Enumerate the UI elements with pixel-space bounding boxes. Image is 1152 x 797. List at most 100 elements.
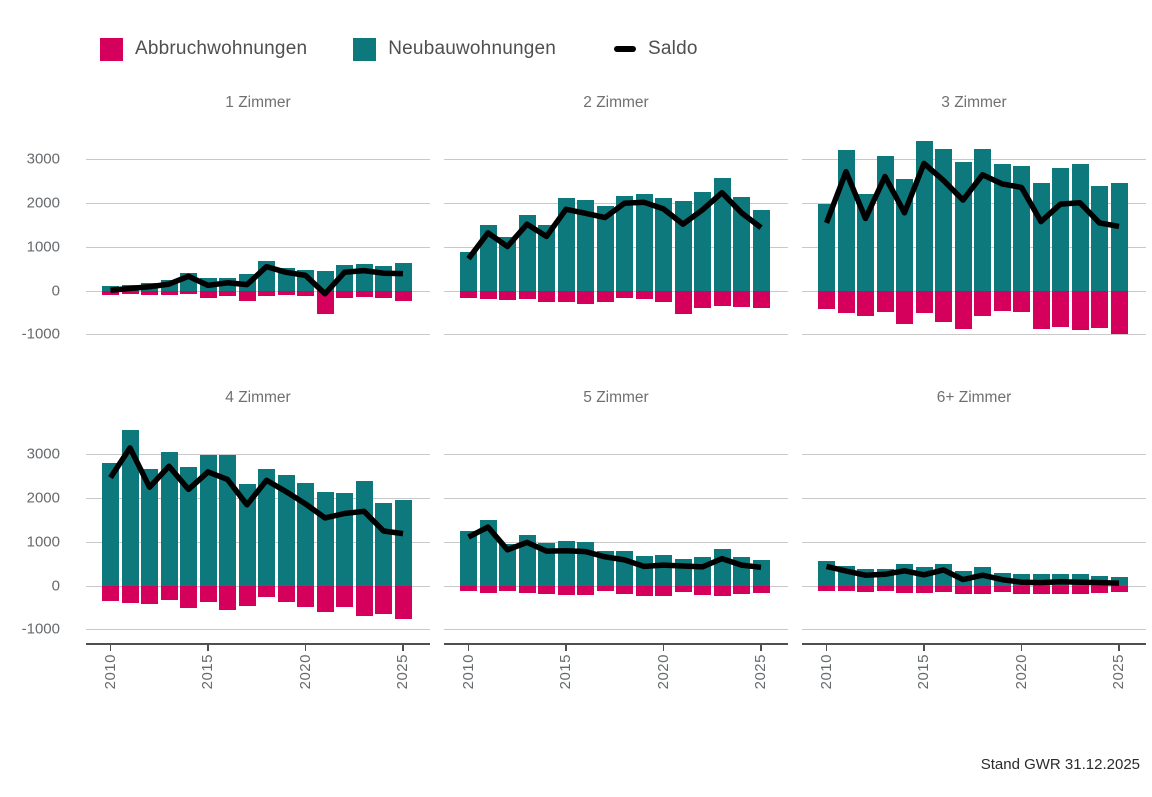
- abbruch-bar: [1032, 585, 1050, 594]
- abbruch-bar: [818, 585, 835, 591]
- abbruch-bar: [479, 585, 497, 593]
- abbruch-bar: [635, 290, 653, 299]
- neubau-bar: [121, 430, 139, 586]
- panel-title: 1 Zimmer: [225, 94, 291, 111]
- legend-label-neubauwohnungen: Neubauwohnungen: [388, 38, 557, 59]
- abbruch-bar: [238, 585, 256, 607]
- abbruch-color-swatch: [100, 37, 123, 61]
- x-axis-tickmark: [304, 644, 307, 651]
- abbruch-bar: [460, 585, 477, 592]
- chart-row-2: 3000 2000 1000 0 -1000 4 Zimmer 2010 2015 2020 20…: [0, 389, 1152, 698]
- abbruch-bar: [954, 585, 972, 595]
- abbruch-bar: [674, 290, 692, 314]
- abbruch-bar: [199, 290, 217, 298]
- abbruch-bar: [915, 585, 933, 594]
- x-axis-tickmark: [565, 644, 567, 651]
- abbruch-bar: [733, 290, 750, 307]
- neubau-bar: [355, 480, 373, 586]
- neubau-bar: [1091, 185, 1108, 291]
- y-axis-tick-label: 3000: [26, 445, 60, 463]
- plot-area: [802, 131, 1146, 341]
- abbruch-bar: [1071, 290, 1089, 330]
- neubau-bar: [199, 455, 217, 586]
- neubau-bar: [713, 177, 731, 291]
- abbruch-bar: [102, 290, 119, 295]
- data-status-note: Stand GWR 31.12.2025: [980, 756, 1140, 773]
- chart-legend: Abbruchwohnungen Neubauwohnungen Saldo: [100, 36, 1152, 62]
- neubau-bar: [857, 193, 874, 291]
- y-axis-tick-label: -1000: [21, 620, 60, 638]
- neubau-bar: [102, 462, 119, 586]
- abbruch-bar: [577, 585, 594, 595]
- neubau-bar: [180, 467, 197, 586]
- abbruch-bar: [837, 290, 855, 313]
- neubau-bar: [518, 535, 536, 586]
- neubau-bar: [141, 469, 158, 586]
- gridline: [444, 159, 788, 161]
- abbruch-bar: [238, 290, 256, 302]
- abbruch-bar: [993, 290, 1011, 311]
- abbruch-bar: [336, 290, 353, 299]
- x-axis-line: [86, 643, 430, 645]
- panel-4-zimmer: 4 Zimmer 2010 2015 2020 2025: [86, 389, 430, 698]
- x-axis-tick-label: 2025: [752, 654, 769, 690]
- abbruch-bar: [935, 290, 952, 322]
- neubau-bar: [538, 543, 555, 586]
- abbruch-bar: [1052, 585, 1069, 594]
- legend-item-neubauwohnungen: Neubauwohnungen: [353, 37, 557, 61]
- abbruch-bar: [336, 585, 353, 607]
- x-axis-tickmark: [760, 644, 762, 651]
- gridline: [802, 498, 1146, 500]
- panel-title: 4 Zimmer: [225, 389, 291, 406]
- abbruch-bar: [857, 290, 874, 316]
- abbruch-bar: [1052, 290, 1069, 327]
- plot-area: [444, 426, 788, 636]
- gridline: [444, 498, 788, 500]
- gridline: [444, 541, 788, 543]
- gridline: [802, 334, 1146, 336]
- gridline: [86, 203, 430, 205]
- neubau-bar: [1052, 168, 1069, 291]
- x-axis: 2010 2015 2020 2025: [802, 636, 1146, 698]
- y-axis-tick-label: -1000: [21, 325, 60, 343]
- x-axis-tickmark: [402, 644, 404, 651]
- abbruch-bar: [1013, 290, 1030, 313]
- y-axis-labels: 3000 2000 1000 0 -1000: [6, 131, 86, 343]
- x-axis-tick-label: 2010: [101, 654, 119, 690]
- plot-area: [86, 426, 430, 636]
- legend-item-saldo: Saldo: [614, 38, 698, 60]
- abbruch-bar: [915, 290, 933, 314]
- abbruch-bar: [733, 585, 750, 594]
- abbruch-bar: [297, 585, 314, 607]
- neubau-bar: [818, 204, 835, 291]
- abbruch-bar: [538, 290, 555, 303]
- abbruch-bar: [277, 585, 295, 603]
- saldo-line: [825, 563, 1120, 586]
- x-axis-tickmark: [662, 644, 665, 651]
- neubau-bar: [616, 196, 633, 291]
- abbruch-bar: [1071, 585, 1089, 594]
- abbruch-bar: [121, 585, 139, 604]
- abbruch-bar: [1091, 290, 1108, 328]
- abbruch-bar: [199, 585, 217, 603]
- x-axis-tick-label: 2020: [1012, 654, 1030, 690]
- saldo-line: [110, 263, 404, 297]
- neubau-bar: [1071, 163, 1089, 291]
- abbruch-bar: [674, 585, 692, 593]
- panel-1-zimmer: 1 Zimmer: [86, 94, 430, 341]
- abbruch-bar: [857, 585, 874, 592]
- abbruch-bar: [499, 585, 516, 592]
- neubau-bar: [538, 225, 555, 291]
- abbruch-bar: [394, 585, 412, 619]
- abbruch-bar: [518, 585, 536, 593]
- gridline: [444, 334, 788, 336]
- neubau-bar: [993, 163, 1011, 291]
- saldo-line: [467, 524, 762, 571]
- abbruch-bar: [694, 585, 711, 596]
- y-axis-tick-label: 2000: [26, 489, 60, 507]
- gridline: [802, 541, 1146, 543]
- gridline: [86, 159, 430, 161]
- neubau-bar: [518, 215, 536, 291]
- x-axis-tick-label: 2015: [199, 654, 216, 690]
- abbruch-bar: [375, 290, 392, 299]
